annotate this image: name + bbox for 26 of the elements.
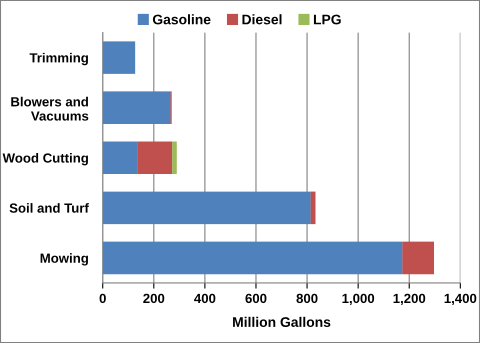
y-tick-label: Trimming [30,52,88,66]
x-tick-label: 800 [296,294,318,304]
x-tick-label: 1,000 [342,294,374,305]
bar [102,91,170,124]
bar [102,242,402,274]
bar [310,192,316,224]
bar [102,142,138,174]
x-tick-label: 1,200 [394,294,426,305]
legend-label: LPG [314,14,341,24]
x-tick-label: 600 [245,294,266,304]
x-tick-label: 0 [100,294,106,304]
x-tick-label: 400 [194,294,216,304]
y-tick-label: Soil and Turf [10,203,89,213]
y-tick-label: Mowing [40,253,88,266]
legend-label: Diesel [242,14,282,24]
legend-label: Gasoline [152,14,211,24]
y-tick-label: Blowers and Vacuums [11,96,88,121]
x-tick-label: 200 [143,294,164,304]
bar [402,242,434,274]
x-tick-label: 1,400 [444,294,476,305]
bar [172,142,177,174]
bar [102,192,311,224]
y-tick-label: Wood Cutting [2,153,88,166]
bar [102,41,136,74]
x-axis-title: Million Gallons [233,316,330,328]
bar [137,142,172,174]
